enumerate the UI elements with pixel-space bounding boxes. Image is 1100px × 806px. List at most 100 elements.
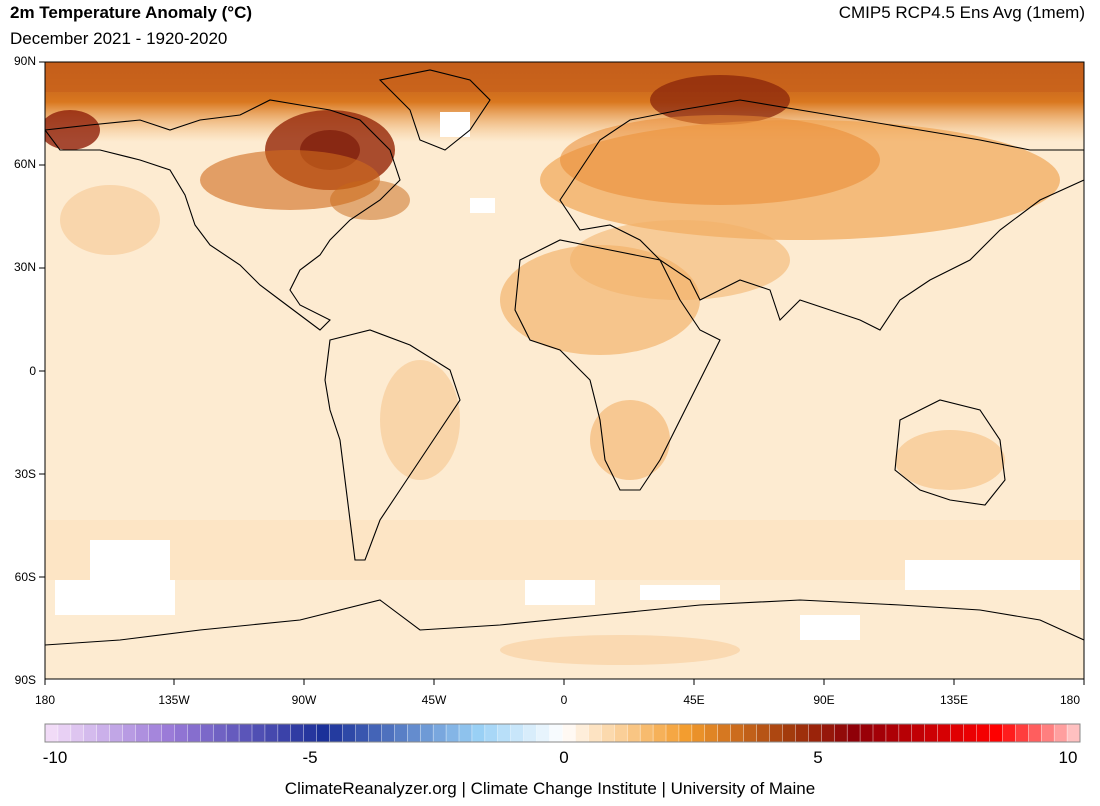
lat-label-60s: 60S	[14, 570, 36, 584]
colorbar-cell	[833, 723, 848, 743]
colorbar-cell	[743, 723, 758, 743]
colorbar-cell	[665, 723, 680, 743]
lat-label-0: 0	[29, 364, 36, 378]
colorbar-cell	[200, 723, 214, 743]
colorbar-cell	[536, 723, 551, 743]
colorbar-cell	[303, 723, 318, 743]
colorbar-cell	[458, 723, 473, 743]
colorbar-cell	[238, 723, 253, 743]
colorbar-cell	[950, 723, 965, 743]
colorbar-cell	[368, 723, 382, 743]
colorbar-cell	[497, 723, 512, 743]
lon-label-180w: 180	[34, 693, 56, 707]
colorbar-cell	[355, 723, 369, 743]
colorbar-cell	[911, 723, 926, 743]
colorbar-cell	[432, 723, 447, 743]
colorbar-cell	[264, 723, 279, 743]
colorbar-cell	[639, 723, 654, 743]
colorbar-cell	[575, 723, 589, 743]
colorbar-cell	[225, 723, 240, 743]
lat-label-30s: 30S	[14, 467, 36, 481]
map-title: 2m Temperature Anomaly (°C)	[10, 3, 253, 22]
colorbar-cell	[122, 723, 137, 743]
colorbar-cell	[756, 723, 770, 743]
colorbar-cell	[44, 723, 59, 743]
colorbar-cell	[109, 723, 124, 743]
colorbar-label-plus5: 5	[813, 748, 823, 767]
colorbar-cell	[161, 723, 175, 743]
coastlines	[45, 69, 1084, 646]
colorbar-cell	[795, 723, 809, 743]
colorbar-cell	[445, 723, 460, 743]
lat-label-90n: 90N	[13, 54, 36, 68]
colorbar-cell	[782, 723, 796, 743]
colorbar-cell	[898, 723, 913, 743]
colorbar-label-max: 10	[1058, 748, 1078, 767]
colorbar-cell	[83, 723, 98, 743]
lat-label-30n: 30N	[13, 260, 36, 274]
colorbar-cell	[1028, 723, 1042, 743]
colorbar-cell	[885, 723, 900, 743]
colorbar-cell	[407, 723, 421, 743]
colorbar-cell	[1066, 723, 1081, 743]
colorbar-cell	[212, 723, 227, 743]
colorbar-cell	[989, 723, 1003, 743]
colorbar-cell	[626, 723, 641, 743]
colorbar-cell	[769, 723, 783, 743]
colorbar-cell	[342, 723, 356, 743]
colorbar-cell	[924, 723, 939, 743]
lon-label-90e: 90E	[813, 693, 835, 707]
colorbar-cell	[846, 723, 861, 743]
lon-label-180e: 180	[1059, 693, 1081, 707]
colorbar-cell	[329, 723, 344, 743]
lat-label-90s: 90S	[14, 673, 36, 687]
hotspot-alaska	[45, 110, 100, 150]
colorbar-cell	[808, 723, 822, 743]
neutral-patch	[90, 540, 170, 580]
colorbar-cell	[937, 723, 952, 743]
colorbar-cell	[601, 723, 615, 743]
colorbar-cell	[148, 723, 162, 743]
colorbar-label-zero: 0	[559, 748, 569, 767]
anomaly-field	[45, 62, 1084, 665]
lat-label-60n: 60N	[13, 157, 36, 171]
colorbar-cell	[394, 723, 408, 743]
lon-label-135e: 135E	[939, 693, 969, 707]
colorbar-cell	[484, 723, 499, 743]
lon-label-45w: 45W	[421, 693, 447, 707]
colorbar-cell	[419, 723, 434, 743]
colorbar-cell	[277, 723, 292, 743]
model-label: CMIP5 RCP4.5 Ens Avg (1mem)	[838, 3, 1085, 22]
colorbar-cell	[70, 723, 85, 743]
colorbar-cell	[523, 723, 538, 743]
colorbar-cell	[821, 723, 835, 743]
colorbar-cell	[135, 723, 149, 743]
colorbar-cell	[1040, 723, 1055, 743]
hotspot-siberia	[650, 75, 790, 125]
colorbar-cell	[963, 723, 977, 743]
colorbar-cell	[976, 723, 990, 743]
colorbar-cell	[704, 723, 719, 743]
colorbar-label-minus5: -5	[302, 748, 318, 767]
lon-label-45e: 45E	[683, 693, 705, 707]
colorbar-cell	[717, 723, 732, 743]
colorbar-cell	[1015, 723, 1029, 743]
colorbar-cell	[510, 723, 525, 743]
colorbar-cell	[57, 723, 72, 743]
colorbar-cell	[316, 723, 331, 743]
colorbar-cell	[1002, 723, 1016, 743]
lon-label-90w: 90W	[291, 693, 317, 707]
colorbar-border	[44, 723, 1081, 743]
colorbar-cell	[562, 723, 576, 743]
map-subtitle: December 2021 - 1920-2020	[10, 29, 228, 48]
colorbar-cell	[691, 723, 706, 743]
colorbar-label-min: -10	[42, 748, 68, 767]
credit-footer: ClimateReanalyzer.org | Climate Change I…	[284, 779, 816, 798]
colorbar-cell	[652, 723, 667, 743]
colorbar-cell	[588, 723, 602, 743]
lon-label-135w: 135W	[158, 693, 190, 707]
colorbar-cell	[96, 723, 111, 743]
colorbar-cell	[251, 723, 266, 743]
